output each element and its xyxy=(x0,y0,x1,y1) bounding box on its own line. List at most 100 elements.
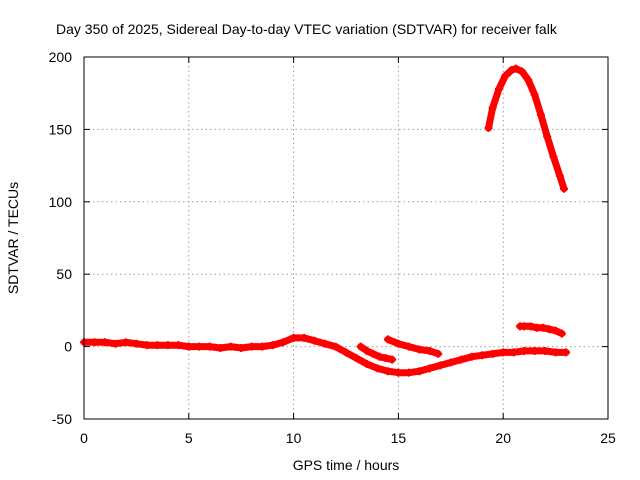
x-tick-label: 10 xyxy=(286,430,302,446)
data-point xyxy=(373,364,382,373)
x-tick-label: 15 xyxy=(391,430,407,446)
series-arc5 xyxy=(515,322,566,338)
data-point xyxy=(195,342,204,351)
data-point xyxy=(536,110,545,119)
data-point xyxy=(495,84,504,93)
data-point xyxy=(279,338,288,347)
y-tick-label: -50 xyxy=(52,411,72,427)
y-tick-label: 150 xyxy=(49,121,73,137)
data-point xyxy=(541,346,550,355)
data-point xyxy=(457,355,466,364)
data-point xyxy=(268,341,277,350)
data-point xyxy=(478,351,487,360)
data-point xyxy=(415,367,424,376)
data-point xyxy=(509,348,518,357)
data-point xyxy=(205,342,214,351)
x-tick-label: 25 xyxy=(600,430,616,446)
data-point xyxy=(237,344,246,353)
series-arc2 xyxy=(356,342,397,364)
data-point xyxy=(530,346,539,355)
data-point xyxy=(331,342,340,351)
data-point xyxy=(111,339,120,348)
data-point xyxy=(369,349,378,358)
data-point xyxy=(520,346,529,355)
data-point xyxy=(300,333,309,342)
y-axis-label: SDTVAR / TECUs xyxy=(5,182,21,294)
data-point xyxy=(388,355,397,364)
data-point xyxy=(289,333,298,342)
grid xyxy=(84,57,608,419)
data-point xyxy=(488,349,497,358)
data-point xyxy=(100,338,109,347)
data-point xyxy=(551,326,560,335)
data-point xyxy=(543,132,552,141)
plot-frame xyxy=(83,56,609,420)
data-point xyxy=(383,367,392,376)
data-point xyxy=(184,342,193,351)
x-tick-label: 5 xyxy=(185,430,193,446)
data-point xyxy=(499,348,508,357)
data-point xyxy=(226,342,235,351)
data-point xyxy=(321,339,330,348)
series-line xyxy=(485,65,568,193)
data-point xyxy=(381,354,390,363)
data-point xyxy=(356,342,365,351)
x-axis-label: GPS time / hours xyxy=(293,457,400,473)
data-point xyxy=(90,338,99,347)
data-point xyxy=(132,339,141,348)
data-point xyxy=(362,346,371,355)
data-point xyxy=(545,325,554,334)
series-arc1 xyxy=(80,333,571,377)
data-point xyxy=(524,76,533,85)
data-point xyxy=(555,171,564,180)
data-point xyxy=(511,64,520,73)
data-point xyxy=(557,329,566,338)
data-point xyxy=(383,335,392,344)
data-point xyxy=(526,322,535,331)
data-point xyxy=(394,368,403,377)
x-tick-label: 20 xyxy=(495,430,511,446)
x-tick-label: 0 xyxy=(80,430,88,446)
data-point xyxy=(352,354,361,363)
series-arc3 xyxy=(383,335,443,358)
data-point xyxy=(467,352,476,361)
data-point xyxy=(446,358,455,367)
data-point xyxy=(258,342,267,351)
data-point xyxy=(562,348,571,357)
data-point xyxy=(394,339,403,348)
data-point xyxy=(436,361,445,370)
data-point xyxy=(404,342,413,351)
axis-ticks: 0 5 10 15 20 25 -50 0 50 100 150 200 xyxy=(49,49,616,446)
y-tick-label: 50 xyxy=(56,266,72,282)
data-point xyxy=(559,184,568,193)
y-tick-label: 200 xyxy=(49,49,73,65)
data-point xyxy=(425,364,434,373)
data-point xyxy=(404,368,413,377)
data-point xyxy=(501,71,510,80)
data-point xyxy=(530,90,539,99)
data-point xyxy=(153,341,162,350)
data-point xyxy=(484,123,493,132)
data-series xyxy=(80,64,571,377)
chart-title: Day 350 of 2025, Sidereal Day-to-day VTE… xyxy=(56,21,558,37)
data-point xyxy=(549,152,558,161)
data-point xyxy=(216,344,225,353)
data-point xyxy=(425,346,434,355)
data-point xyxy=(247,342,256,351)
data-point xyxy=(362,359,371,368)
data-point xyxy=(375,352,384,361)
data-point xyxy=(121,338,130,347)
y-tick-label: 100 xyxy=(49,194,73,210)
data-point xyxy=(551,348,560,357)
data-point xyxy=(434,349,443,358)
data-point xyxy=(539,323,548,332)
data-point xyxy=(342,348,350,357)
data-point xyxy=(142,341,151,350)
data-point xyxy=(174,341,183,350)
data-point xyxy=(415,345,424,354)
data-point xyxy=(310,336,319,345)
data-point xyxy=(507,66,516,75)
series-arc4 xyxy=(484,64,568,193)
data-point xyxy=(518,67,527,76)
